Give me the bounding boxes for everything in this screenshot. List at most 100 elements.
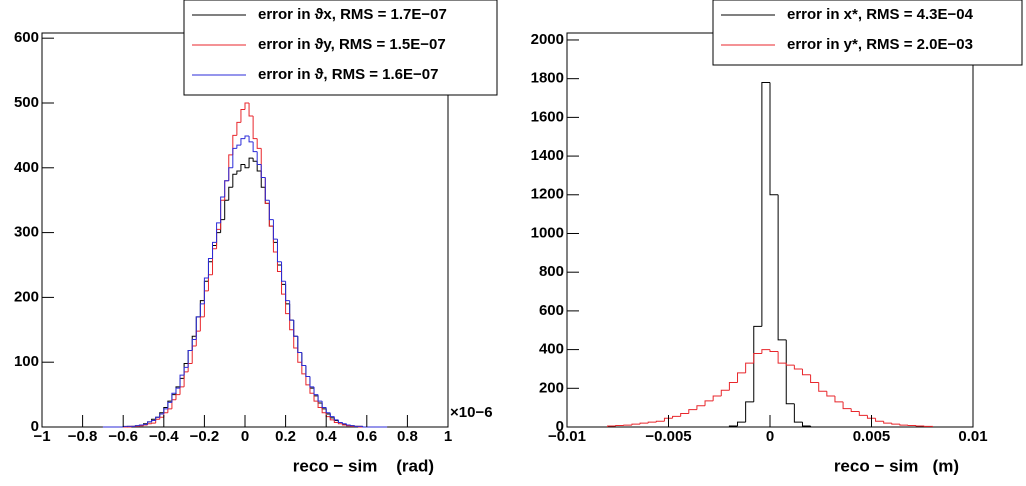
histogram-bin — [183, 371, 189, 387]
histogram-bin — [769, 82, 779, 196]
histogram-bin — [333, 419, 339, 423]
y-tick-label: 300 — [14, 224, 39, 241]
legend-label: error in ϑy, RMS = 1.5E−07 — [258, 36, 446, 53]
histogram-bin — [607, 425, 616, 427]
histogram-bin — [159, 413, 164, 418]
histogram-bin — [236, 170, 241, 175]
histogram-bin — [737, 372, 746, 383]
histogram-bin — [631, 423, 641, 426]
histogram-bin — [147, 423, 152, 426]
histogram-bin — [325, 407, 331, 414]
histogram-bin — [260, 164, 266, 179]
x-tick-label: 0 — [766, 428, 774, 445]
histogram-bin — [203, 290, 209, 317]
histogram-bin — [810, 374, 819, 383]
histogram-bin — [195, 330, 201, 346]
histogram-bin — [191, 345, 197, 364]
histogram-bin — [301, 352, 306, 366]
histogram-bin — [672, 415, 681, 419]
y-tick-label: 0 — [31, 418, 39, 435]
histogram-bin — [147, 421, 152, 425]
histogram-bin — [138, 424, 144, 426]
histogram-bin — [236, 121, 241, 136]
histogram-bin — [167, 408, 172, 413]
y-tick-label: 1800 — [531, 70, 564, 87]
histogram-bin — [244, 102, 250, 110]
histogram-bin — [216, 222, 221, 243]
histogram-bin — [329, 412, 335, 418]
histogram-bin — [264, 187, 270, 204]
histogram-bin — [317, 395, 323, 404]
histogram-bin — [252, 158, 258, 162]
histogram-bin — [899, 424, 909, 426]
histogram-bin — [248, 157, 254, 168]
legend-box — [712, 0, 1023, 66]
histogram-bin — [220, 219, 225, 233]
histogram-bin — [134, 425, 140, 427]
x-tick-label: 1 — [444, 428, 452, 445]
histogram-bin — [891, 423, 900, 425]
histogram-bin — [175, 387, 181, 394]
histogram-bin — [256, 138, 262, 149]
histogram-bin — [195, 316, 201, 337]
y-tick-label: 1200 — [531, 186, 564, 203]
x-tick-label: −0.4 — [149, 428, 179, 445]
histogram-bin — [793, 403, 803, 423]
histogram-bin — [297, 336, 302, 353]
histogram-bin — [346, 423, 351, 426]
histogram-bin — [240, 138, 245, 146]
histogram-bin — [753, 325, 762, 402]
histogram-bin — [858, 411, 868, 416]
histogram-bin — [248, 136, 254, 143]
x-tick-label: −0.2 — [190, 428, 220, 445]
histogram-bin — [281, 271, 286, 295]
histogram-bin — [240, 108, 245, 123]
histogram-bin — [655, 420, 665, 423]
histogram-bin — [179, 386, 185, 395]
histogram-bin — [212, 245, 217, 262]
histogram-bin — [313, 393, 319, 402]
histogram-bin — [171, 399, 176, 409]
histogram-bin — [309, 376, 315, 388]
histogram-bin — [264, 177, 270, 204]
histogram-bin — [639, 422, 649, 425]
histogram-bin — [761, 82, 770, 327]
histogram-bin — [289, 313, 294, 331]
histogram-bin — [350, 425, 355, 427]
histogram-bin — [362, 426, 367, 428]
histogram-bin — [801, 368, 811, 376]
histogram-bin — [199, 300, 205, 317]
histogram-bin — [293, 329, 298, 349]
histogram-bin — [151, 422, 156, 424]
histogram-bin — [301, 352, 306, 366]
x-tick-label: 0 — [241, 428, 249, 445]
histogram-bin — [191, 335, 197, 351]
histogram-bin — [297, 347, 302, 363]
histogram-bin — [199, 303, 205, 317]
histogram-bin — [785, 339, 795, 405]
histogram-bin — [737, 421, 746, 427]
histogram-bin — [720, 389, 730, 397]
histogram-bin — [801, 422, 811, 427]
histogram-bin — [305, 365, 310, 377]
histogram-bin — [212, 248, 217, 275]
histogram-bin — [793, 365, 803, 370]
legend-box — [183, 0, 498, 96]
histogram-bin — [252, 115, 258, 140]
histogram-bin — [220, 196, 225, 223]
y-tick-label: 500 — [14, 94, 39, 111]
histogram-bin — [615, 424, 624, 427]
histogram-bin — [285, 281, 290, 302]
histogram-bin — [244, 135, 250, 139]
histogram-bin — [183, 362, 189, 379]
y-tick-label: 400 — [14, 159, 39, 176]
histogram-bin — [923, 425, 933, 427]
histogram-bin — [704, 400, 714, 406]
x-tick-label: −0.8 — [68, 428, 98, 445]
y-tick-label: 200 — [14, 288, 39, 305]
y-tick-label: 800 — [539, 263, 564, 280]
y-tick-label: 2000 — [531, 31, 564, 48]
histogram-bin — [281, 261, 286, 282]
histogram-bin — [268, 203, 274, 227]
y-tick-label: 400 — [539, 341, 564, 358]
